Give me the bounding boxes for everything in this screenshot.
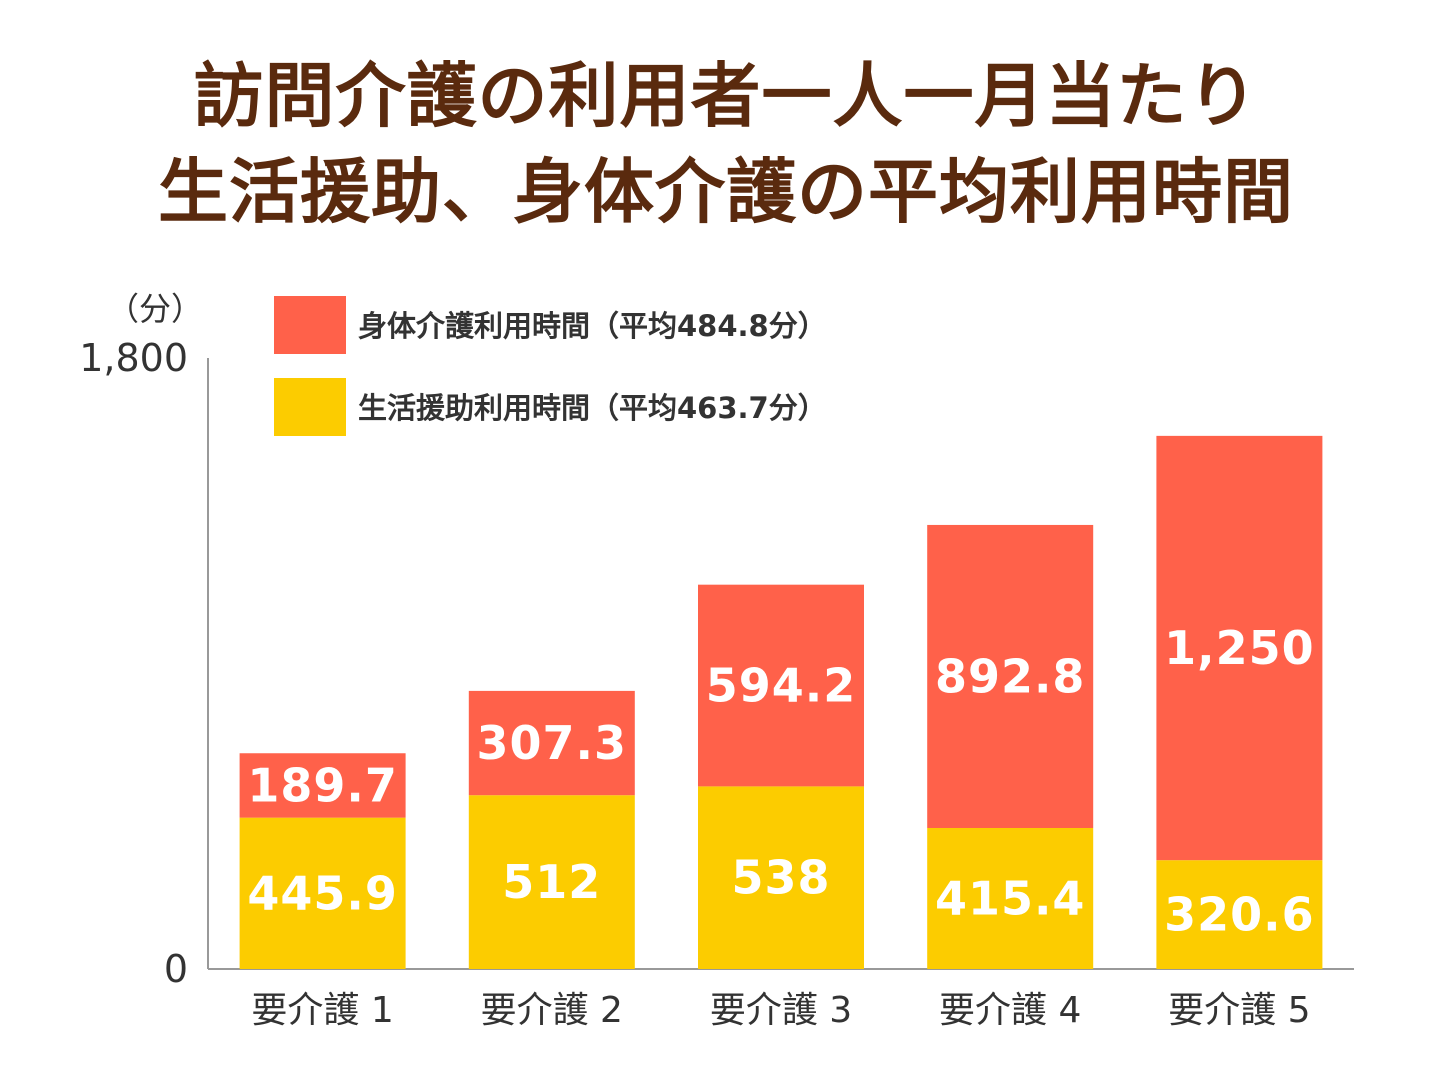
data-label: 307.3 [477,716,628,770]
y-axis-unit-label: （分） [107,290,203,328]
data-label: 415.4 [935,871,1086,925]
bar-segment-body-care [698,584,864,787]
category-labels: 要介護 1 要介護 2 要介護 3 要介護 4 要介護 5 [251,990,1310,1031]
y-tick-label: 1,800 [79,336,188,380]
x-tick-label: 要介護 4 [939,990,1081,1031]
title-line-2: 生活援助、身体介護の平均利用時間 [158,151,1294,233]
data-label: 538 [731,851,830,905]
title-line-1: 訪問介護の利用者一人一月当たり [193,55,1259,137]
chart-title: 訪問介護の利用者一人一月当たり 生活援助、身体介護の平均利用時間 [0,48,1452,240]
data-label: 892.8 [935,649,1086,703]
data-label: 320.6 [1164,888,1315,942]
bar-segment-life-support [239,817,406,969]
data-label: 512 [502,855,601,909]
data-label: 594.2 [706,659,857,713]
bars [239,435,1323,969]
data-label: 1,250 [1164,621,1315,675]
x-tick-label: 要介護 1 [251,990,393,1031]
value-labels: 445.9 189.7 512 307.3 538 594.2 415.4 892.8 320.… [247,621,1315,942]
bar-segment-body-care [468,690,635,796]
legend-label: 生活援助利用時間（平均463.7分） [358,391,827,425]
y-tick-label: 0 [164,947,188,991]
data-label: 189.7 [247,758,398,812]
y-ticks: 0 1,800 [79,336,188,991]
bar-segment-life-support [1156,860,1323,969]
bar-segment-life-support [468,795,635,969]
bar-segment-life-support [698,786,864,969]
bar-segment-body-care [1156,435,1323,861]
legend-swatch [274,296,346,354]
legend: 身体介護利用時間（平均484.8分） 生活援助利用時間（平均463.7分） [274,296,827,436]
data-label: 445.9 [247,866,398,920]
legend-swatch [274,378,346,436]
bar-segment-life-support [927,827,1094,969]
bar-segment-body-care [239,753,406,818]
x-tick-label: 要介護 3 [710,990,852,1031]
x-tick-label: 要介護 2 [481,990,623,1031]
legend-label: 身体介護利用時間（平均484.8分） [358,309,827,343]
bar-segment-body-care [927,524,1094,828]
x-tick-label: 要介護 5 [1168,990,1310,1031]
